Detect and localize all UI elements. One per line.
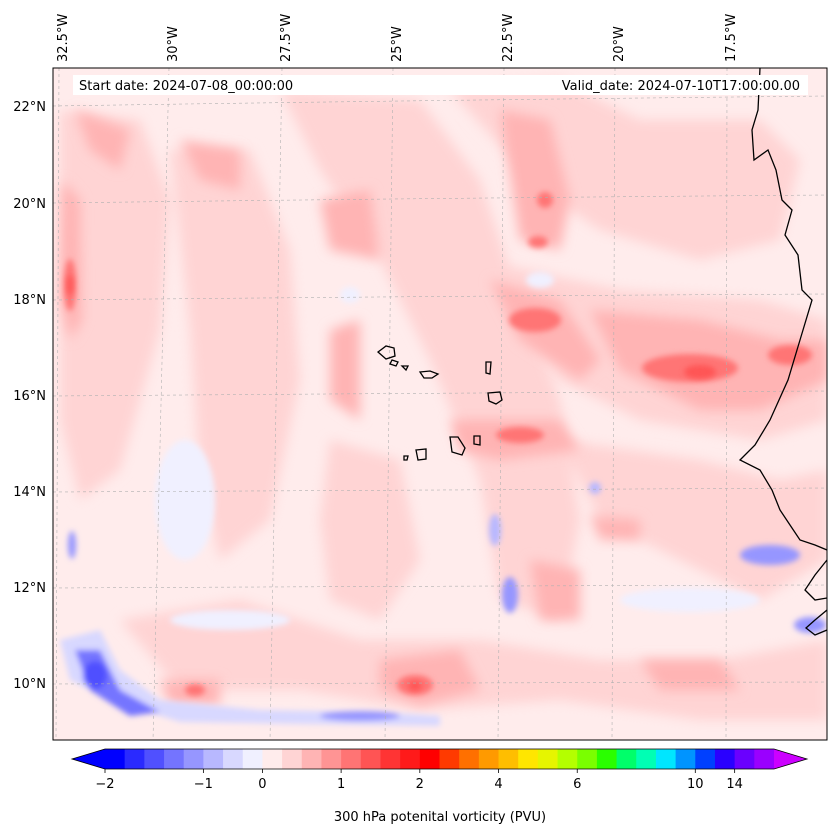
colorbar-tick-label: −1 (194, 777, 213, 792)
start-date-label: Start date: 2024-07-08_00:00:00 (79, 79, 293, 94)
lon-label: 22.5°W (501, 14, 516, 62)
colorbar-segment (714, 749, 736, 769)
colorbar-segment (360, 749, 382, 769)
colorbar-segment (518, 749, 539, 769)
colorbar-segment (675, 749, 696, 769)
colorbar-segment (124, 749, 145, 769)
pv-field-peak (67, 275, 716, 691)
colorbar-segment (419, 749, 441, 769)
cabo-verde-islands (376, 345, 503, 461)
colorbar-segment (734, 749, 755, 769)
colorbar: −2 −1 0 1 2 4 6 10 14 300 hPa potenital vorticit… (70, 748, 809, 825)
colorbar-segment (557, 749, 578, 769)
colorbar-over-arrow (774, 749, 807, 769)
colorbar-tick-label: 10 (687, 777, 704, 792)
colorbar-ticks: −2 −1 0 1 2 4 6 10 14 (95, 769, 743, 792)
map-frame (52, 67, 828, 741)
colorbar-segment (459, 749, 480, 769)
colorbar-segment (242, 749, 264, 769)
colorbar-tick-label: 4 (494, 777, 502, 792)
colorbar-segment (577, 749, 598, 769)
colorbar-segment (655, 749, 677, 769)
colorbar-tick-label: 1 (337, 777, 345, 792)
map-panel (53, 68, 827, 740)
colorbar-segment (695, 749, 716, 769)
colorbar-tick-label: 2 (416, 777, 424, 792)
colorbar-segment (754, 749, 775, 769)
lon-label: 25°W (390, 26, 405, 62)
colorbar-segment (439, 749, 460, 769)
colorbar-segment (616, 749, 637, 769)
colorbar-title: 300 hPa potenital vorticity (PVU) (334, 810, 546, 825)
colorbar-segment (144, 749, 165, 769)
colorbar-segment (596, 749, 618, 769)
colorbar-tick-label: 14 (726, 777, 743, 792)
lat-label: 10°N (13, 677, 46, 692)
graticule (53, 68, 827, 740)
longitude-labels: 32.5°W 30°W 27.5°W 25°W 22.5°W 20°W 17.5… (56, 14, 739, 62)
colorbar-segments (105, 749, 775, 769)
colorbar-segment (203, 749, 224, 769)
colorbar-segment (498, 749, 519, 769)
lat-label: 12°N (13, 581, 46, 596)
colorbar-segment (262, 749, 283, 769)
lon-label: 32.5°W (56, 14, 71, 62)
lon-label: 30°W (166, 26, 181, 62)
africa-coastline (738, 68, 827, 551)
africa-coastline-south (804, 559, 827, 636)
colorbar-segment (380, 749, 401, 769)
colorbar-segment (301, 749, 323, 769)
date-header-bar (73, 75, 808, 95)
colorbar-tick-label: 0 (258, 777, 266, 792)
colorbar-segment (341, 749, 362, 769)
colorbar-tick-label: 6 (573, 777, 581, 792)
colorbar-segment (400, 749, 421, 769)
lat-label: 16°N (13, 389, 46, 404)
colorbar-segment (478, 749, 500, 769)
colorbar-segment (164, 749, 185, 769)
pv-field-negative (60, 272, 826, 726)
colorbar-segment (223, 749, 244, 769)
colorbar-segment (321, 749, 342, 769)
lon-label: 27.5°W (279, 14, 294, 62)
colorbar-segment (183, 749, 204, 769)
lat-label: 14°N (13, 485, 46, 500)
lat-label: 18°N (13, 293, 46, 308)
lat-label: 22°N (13, 100, 46, 115)
colorbar-under-arrow (72, 749, 105, 769)
valid-date-label: Valid_date: 2024-07-10T17:00:00.00 (562, 79, 800, 94)
lat-label: 20°N (13, 197, 46, 212)
lon-label: 20°W (612, 26, 627, 62)
colorbar-segment (636, 749, 657, 769)
latitude-labels: 22°N 20°N 18°N 16°N 14°N 12°N 10°N (13, 100, 46, 692)
colorbar-tick-label: −2 (95, 777, 114, 792)
colorbar-segment (282, 749, 303, 769)
lon-label: 17.5°W (724, 14, 739, 62)
colorbar-segment (105, 749, 126, 769)
colorbar-segment (537, 749, 559, 769)
